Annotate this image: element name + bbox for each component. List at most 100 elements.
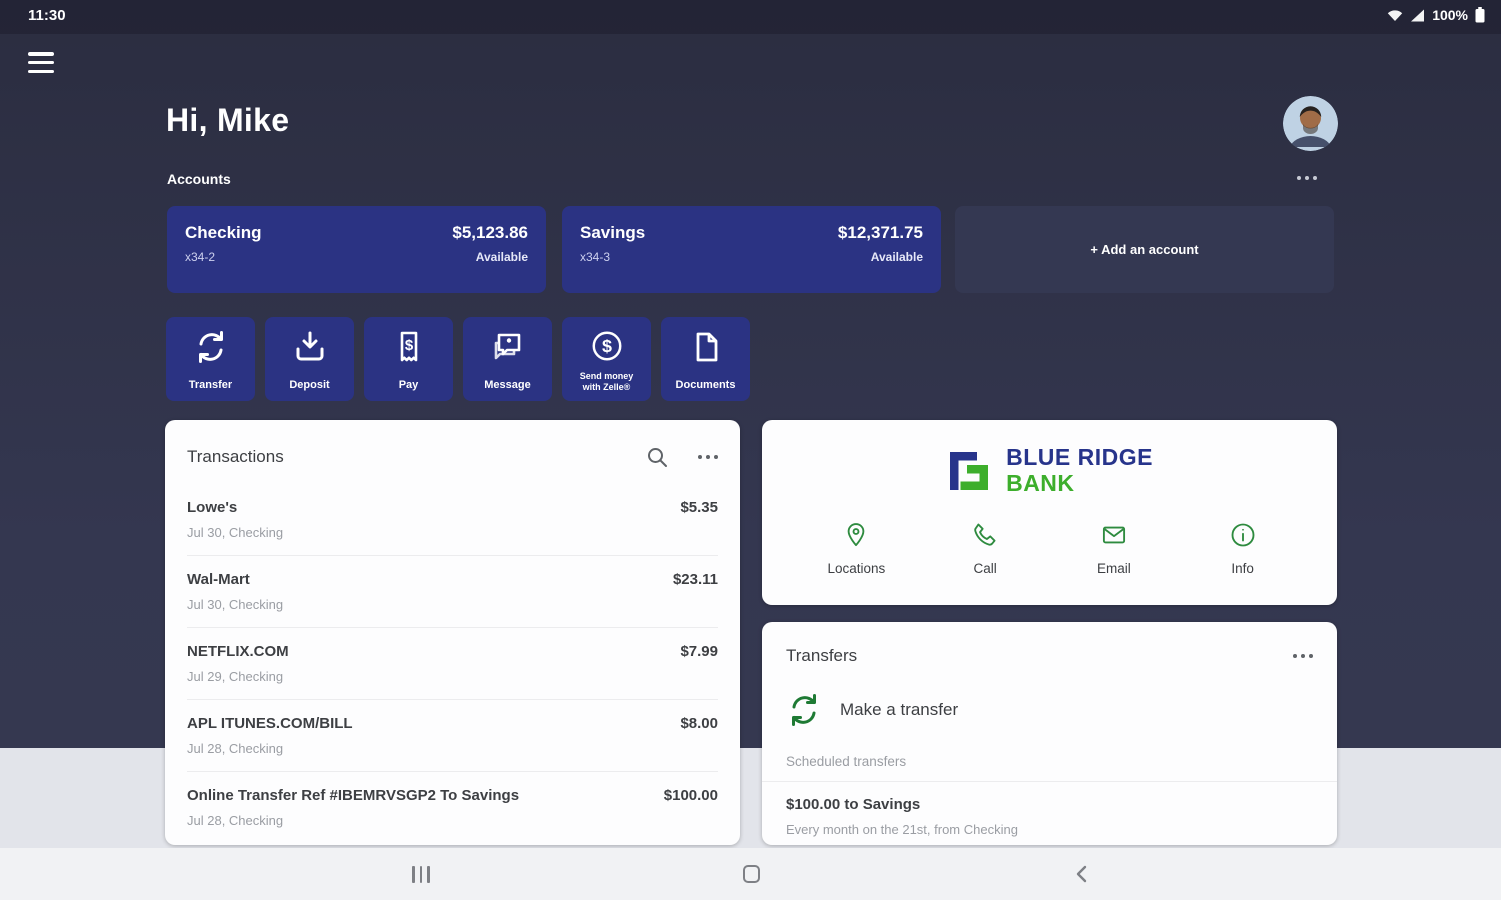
blue-ridge-bank-logo-icon [950,451,989,490]
battery-icon [1475,7,1485,23]
account-card-savings[interactable]: Savings x34-3 $12,371.75 Available [562,206,941,293]
greeting-title: Hi, Mike [166,102,290,138]
send-money-zelle-icon: $ [592,331,621,361]
account-number: x34-2 [185,250,216,264]
bank-info-card: BLUE RIDGE BANK Locations Call [762,420,1337,605]
transaction-amount: $100.00 [663,787,718,804]
transaction-name: Wal-Mart [187,571,250,588]
transaction-name: Lowe's [187,499,238,516]
call-button[interactable]: Call [930,521,1040,576]
transfers-more-icon[interactable] [1293,654,1313,658]
transaction-date: Jul 28, Checking [187,741,718,772]
transaction-amount: $8.00 [680,715,718,732]
scheduled-transfer-subtitle: Every month on the 21st, from Checking [786,822,1018,837]
locations-pin-icon [848,523,865,547]
info-icon [1231,523,1255,547]
system-navigation-bar [0,848,1501,900]
search-icon[interactable] [646,446,668,468]
bank-name-line2: BANK [1006,470,1075,496]
recent-apps-button[interactable] [391,848,451,900]
cellular-signal-icon [1411,9,1425,21]
back-chevron-icon [1076,865,1087,883]
documents-button[interactable]: Documents [661,317,750,401]
transactions-title: Transactions [187,447,284,466]
info-label: Info [1231,561,1254,576]
pay-button[interactable]: $ Pay [364,317,453,401]
status-bar [0,0,1501,34]
back-button[interactable] [1052,848,1112,900]
email-label: Email [1096,561,1131,576]
transaction-date: Jul 28, Checking [187,813,284,828]
transfers-card: Transfers Make a transfer Scheduled tran… [762,622,1337,845]
bank-name-line1: BLUE RIDGE [1006,444,1153,470]
wifi-icon [1387,9,1403,21]
account-availability: Available [475,250,528,264]
info-button[interactable]: Info [1188,521,1298,576]
phone-icon [974,523,996,546]
transaction-row[interactable]: APL ITUNES.COM/BILL $8.00 Jul 28, Checki… [165,700,740,772]
transaction-amount: $7.99 [680,643,718,660]
account-card-checking[interactable]: Checking x34-2 $5,123.86 Available [167,206,546,293]
zelle-button[interactable]: $ Send money with Zelle® [562,317,651,401]
svg-text:$: $ [602,336,612,356]
transaction-row[interactable]: Online Transfer Ref #IBEMRVSGP2 To Savin… [165,772,740,843]
message-label: Message [484,379,531,392]
locations-button[interactable]: Locations [801,521,911,576]
account-availability: Available [870,250,923,264]
status-time: 11:30 [28,7,66,24]
accounts-row: Checking x34-2 $5,123.86 Available Savin… [167,206,1334,293]
call-label: Call [973,561,997,576]
account-balance: $5,123.86 [452,223,528,242]
transaction-amount: $5.35 [680,499,718,516]
transactions-card: Transactions Lowe's $5.35 Jul 30, Checki… [165,420,740,845]
account-name: Checking [185,223,262,242]
make-transfer-button[interactable]: Make a transfer [762,666,1337,728]
transfer-icon [198,331,223,363]
deposit-label: Deposit [289,379,330,392]
transaction-name: APL ITUNES.COM/BILL [187,715,353,732]
message-button[interactable]: Message [463,317,552,401]
bank-brand: BLUE RIDGE BANK [762,446,1337,495]
locations-label: Locations [827,561,886,576]
add-account-label: + Add an account [1090,242,1199,257]
home-button[interactable] [721,848,781,900]
account-balance: $12,371.75 [837,223,923,242]
scheduled-transfer-row[interactable]: $100.00 to Savings Every month on the 21… [762,782,1337,837]
transaction-date: Jul 29, Checking [187,669,718,700]
accounts-more-icon[interactable] [1297,176,1317,180]
add-account-button[interactable]: + Add an account [955,206,1334,293]
transaction-row[interactable]: Wal-Mart $23.11 Jul 30, Checking [165,556,740,628]
deposit-button[interactable]: Deposit [265,317,354,401]
zelle-label: Send money with Zelle® [579,371,634,392]
transactions-more-icon[interactable] [698,455,718,459]
status-icons: 100% [1387,7,1485,23]
transaction-name: NETFLIX.COM [187,643,289,660]
pay-icon: $ [400,331,417,362]
message-icon [494,333,520,360]
transfer-label: Transfer [188,379,233,392]
documents-label: Documents [675,379,736,392]
scheduled-transfers-header: Scheduled transfers [762,728,1337,782]
transaction-date: Jul 30, Checking [187,597,718,628]
transaction-date: Jul 30, Checking [187,525,718,556]
account-number: x34-3 [580,250,611,264]
profile-avatar[interactable] [1283,96,1338,151]
transfer-button[interactable]: Transfer [166,317,255,401]
quick-actions-row: Transfer Deposit $ Pay Message [166,317,750,401]
pay-label: Pay [398,379,419,392]
account-name: Savings [580,223,646,242]
documents-icon [696,332,717,362]
transaction-row[interactable]: Lowe's $5.35 Jul 30, Checking [165,484,740,556]
battery-percent: 100% [1432,7,1468,23]
make-transfer-icon [792,694,816,726]
transaction-row[interactable]: NETFLIX.COM $7.99 Jul 29, Checking [165,628,740,700]
email-button[interactable]: Email [1059,521,1169,576]
transfers-title: Transfers [786,646,858,665]
transaction-name: Online Transfer Ref #IBEMRVSGP2 To Savin… [187,787,520,804]
menu-icon[interactable] [28,52,54,73]
deposit-icon [296,331,323,361]
transaction-amount: $23.11 [672,571,718,588]
make-transfer-label: Make a transfer [840,700,959,719]
accounts-section-title: Accounts [167,171,231,187]
